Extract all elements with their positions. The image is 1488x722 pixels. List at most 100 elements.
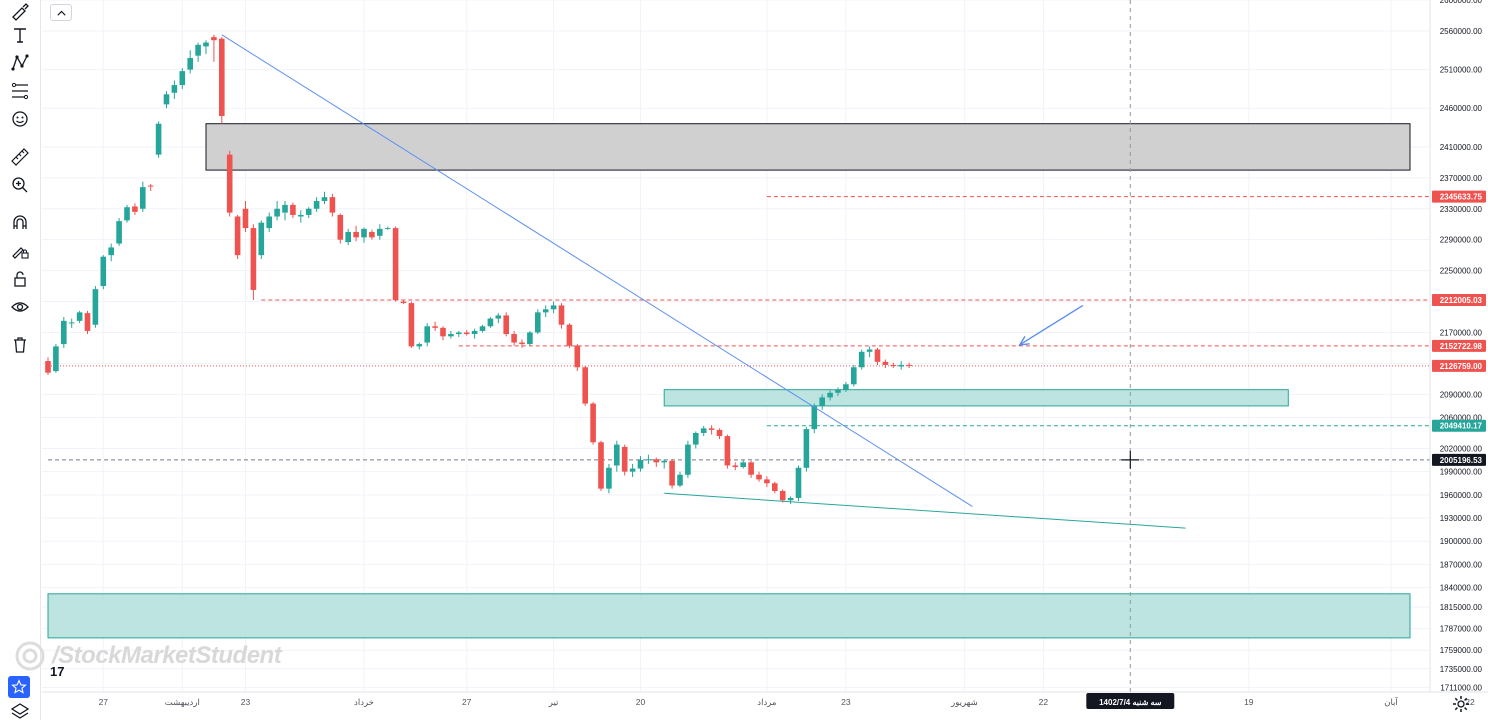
chevron-up-icon <box>56 10 66 16</box>
price-tick-label: 2460000.00 <box>1440 104 1483 113</box>
candle-up <box>258 222 265 256</box>
candle-up <box>835 389 841 393</box>
candle-up <box>155 123 162 155</box>
price-tag-label: 2005196.53 <box>1440 456 1483 465</box>
candle-up <box>321 197 328 202</box>
candle-down <box>582 367 588 404</box>
candle-up <box>282 204 288 213</box>
price-tick-label: 2370000.00 <box>1440 174 1483 183</box>
candle-down <box>566 324 573 346</box>
time-tick-label: شهریور <box>950 697 978 708</box>
pattern-icon[interactable] <box>8 52 32 74</box>
candle-up <box>140 187 146 209</box>
price-tick-label: 2410000.00 <box>1440 143 1483 152</box>
candle-up <box>68 322 75 324</box>
candle-up <box>527 332 533 345</box>
candle-up <box>361 228 367 238</box>
candle-up <box>203 42 209 47</box>
candle-down <box>234 216 241 256</box>
price-tick-label: 2020000.00 <box>1440 444 1483 453</box>
emoji-icon[interactable] <box>8 108 32 130</box>
candle-up <box>787 497 794 501</box>
lock-icon[interactable] <box>8 268 32 290</box>
candle-up <box>195 44 201 56</box>
candle-up <box>187 57 193 70</box>
low-demand-zone <box>47 593 1411 639</box>
trash-icon[interactable] <box>8 334 32 356</box>
time-tick-label: 22 <box>1465 697 1475 707</box>
price-tick-label: 2250000.00 <box>1440 267 1483 276</box>
candle-down <box>724 436 731 466</box>
candle-up <box>179 71 186 86</box>
candle-up <box>898 364 904 367</box>
zoom-icon[interactable] <box>8 174 32 196</box>
price-tick-label: 2090000.00 <box>1440 390 1483 399</box>
brush-icon[interactable] <box>8 0 32 22</box>
time-tick-label: 23 <box>241 697 251 707</box>
fib-icon[interactable] <box>8 80 32 102</box>
candle-down <box>353 231 359 238</box>
price-tick-label: 2060000.00 <box>1440 414 1483 423</box>
candle-up <box>811 405 818 430</box>
candle-up <box>858 351 865 368</box>
watermark: /StockMarketStudent <box>12 640 282 672</box>
price-tick-label: 1870000.00 <box>1440 560 1483 569</box>
text-icon[interactable] <box>8 24 32 46</box>
collapse-button[interactable] <box>50 4 72 21</box>
candle-down <box>590 403 596 443</box>
candle-down <box>716 429 723 437</box>
candle-up <box>487 318 494 327</box>
candle-up <box>116 221 122 244</box>
candle-down <box>764 479 770 484</box>
candle-down <box>400 301 407 304</box>
time-tick-label: 22 <box>1039 697 1049 707</box>
candle-down <box>290 204 296 215</box>
candle-up <box>53 346 59 372</box>
lock-draw-icon[interactable] <box>8 240 32 262</box>
candle-up <box>851 367 857 385</box>
candle-up <box>92 289 99 325</box>
price-tick-label: 1930000.00 <box>1440 514 1483 523</box>
candle-down <box>132 206 138 212</box>
time-tick-label: 20 <box>636 697 646 707</box>
price-tick-label: 1960000.00 <box>1440 491 1483 500</box>
candle-up <box>606 467 612 489</box>
candle-down <box>392 228 399 300</box>
candle-down <box>45 361 51 373</box>
candle-down <box>337 214 344 240</box>
candle-up <box>495 315 502 319</box>
layers-icon[interactable] <box>8 700 32 722</box>
candle-down <box>219 38 225 116</box>
candle-up <box>866 349 873 352</box>
price-tick-label: 2600000.00 <box>1440 0 1483 5</box>
candle-up <box>456 332 462 335</box>
price-tag <box>1432 419 1486 432</box>
candles <box>45 34 912 505</box>
candle-up <box>305 208 312 215</box>
price-tag-label: 2126759.00 <box>1440 362 1483 371</box>
star-icon[interactable] <box>8 676 30 698</box>
price-tag-label: 2152722.98 <box>1440 342 1483 351</box>
candle-up <box>266 216 272 229</box>
ruler-icon[interactable] <box>8 146 32 168</box>
candle-up <box>377 228 383 236</box>
candle-down <box>772 483 778 491</box>
settings-icon[interactable] <box>1451 694 1471 714</box>
candle-up <box>479 326 486 331</box>
candle-up <box>677 474 683 486</box>
price-tick-label: 2330000.00 <box>1440 205 1483 214</box>
candle-up <box>637 460 644 469</box>
candle-down <box>519 342 525 345</box>
tradingview-logo: 17 <box>50 664 65 679</box>
magnet-icon[interactable] <box>8 212 32 234</box>
candle-up <box>645 459 652 461</box>
candle-down <box>906 364 912 366</box>
candle-up <box>661 460 667 463</box>
zones <box>47 123 1411 639</box>
candle-up <box>693 432 699 445</box>
trendline <box>664 492 1186 529</box>
eye-icon[interactable] <box>8 296 32 318</box>
price-tick-label: 1735000.00 <box>1440 665 1483 674</box>
watermark-text: /StockMarketStudent <box>52 642 282 669</box>
